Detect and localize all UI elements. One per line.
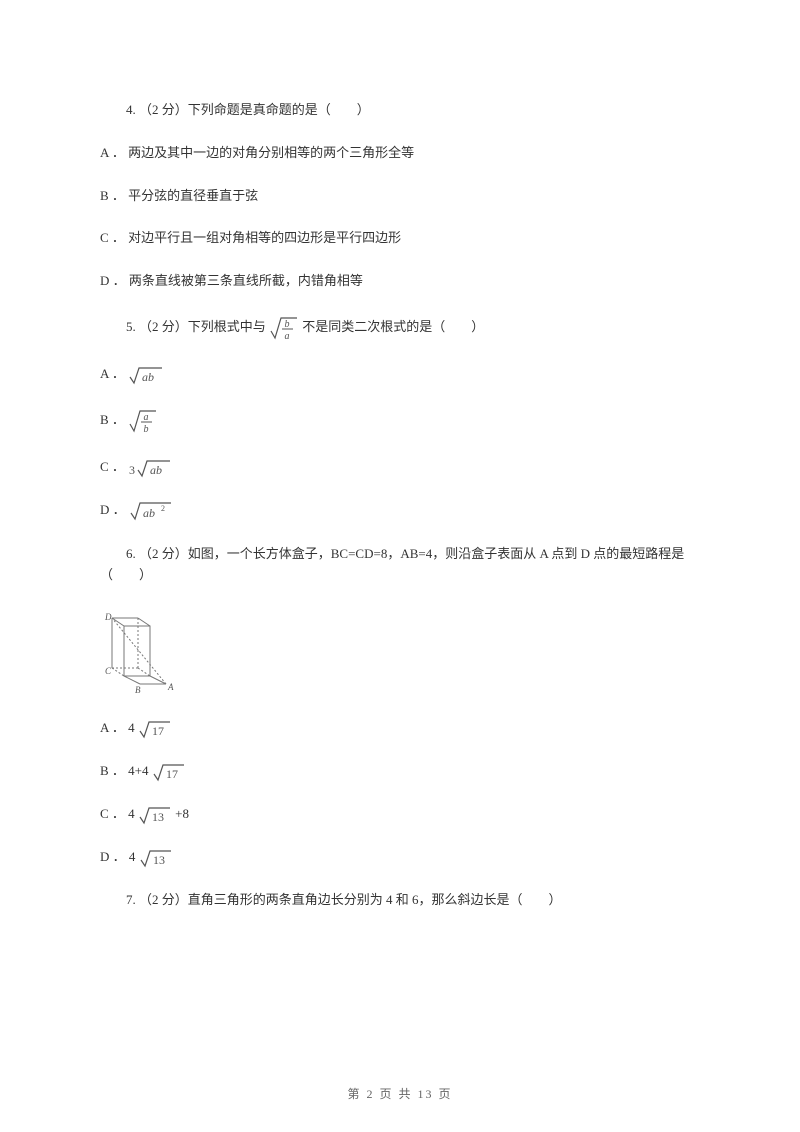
- q4-option-a: A ． 两边及其中一边的对角分别相等的两个三角形全等: [100, 143, 700, 164]
- label-d: D: [104, 612, 112, 622]
- q6-d-pre: D ． 4: [100, 849, 139, 864]
- svg-text:3: 3: [129, 463, 135, 477]
- q6-stem: 6. （2 分）如图，一个长方体盒子，BC=CD=8，AB=4，则沿盒子表面从 …: [100, 544, 700, 586]
- q4-option-b: B ． 平分弦的直径垂直于弦: [100, 186, 700, 207]
- sqrt-ab-icon: ab: [128, 365, 164, 385]
- sqrt-a-over-b-icon: a b: [128, 407, 158, 435]
- q6-a-pre: A ． 4: [100, 720, 138, 735]
- sqrt-17-icon: 17: [138, 719, 172, 739]
- label-b: B: [135, 685, 141, 695]
- q5-stem-pre: 5. （2 分）下列根式中与: [126, 319, 269, 334]
- q4-option-c: C ． 对边平行且一组对角相等的四边形是平行四边形: [100, 228, 700, 249]
- q5-stem-post: 不是同类二次根式的是（ ）: [302, 319, 484, 334]
- cuboid-icon: D C B A: [100, 608, 180, 698]
- svg-text:13: 13: [153, 853, 165, 867]
- q6-figure: D C B A: [100, 608, 700, 698]
- svg-text:ab: ab: [143, 506, 155, 520]
- q5-b-label: B ．: [100, 412, 125, 427]
- q5-d-label: D ．: [100, 502, 126, 517]
- svg-text:13: 13: [152, 810, 164, 824]
- three-sqrt-ab-icon: 3 ab: [128, 458, 172, 478]
- q5-c-label: C ．: [100, 459, 125, 474]
- sqrt-17-icon: 17: [152, 762, 186, 782]
- sqrt-13-icon: 13: [138, 805, 172, 825]
- q6-c-pre: C ． 4: [100, 806, 138, 821]
- q5-stem: 5. （2 分）下列根式中与 b a 不是同类二次根式的是（ ）: [100, 314, 700, 342]
- label-c: C: [105, 666, 112, 676]
- svg-text:17: 17: [166, 767, 178, 781]
- sqrt-13-icon: 13: [139, 848, 173, 868]
- q6-option-d: D ． 4 13: [100, 847, 700, 868]
- sqrt-ab-squared-icon: ab 2: [129, 500, 173, 522]
- sqrt-b-over-a-icon: b a: [269, 314, 299, 342]
- svg-text:2: 2: [161, 504, 165, 513]
- q4-stem: 4. （2 分）下列命题是真命题的是（ ）: [100, 100, 700, 121]
- page-footer: 第 2 页 共 13 页: [0, 1085, 800, 1102]
- svg-text:a: a: [144, 412, 149, 423]
- q7-stem: 7. （2 分）直角三角形的两条直角边长分别为 4 和 6，那么斜边长是（ ）: [100, 890, 700, 911]
- q6-c-post: +8: [175, 806, 189, 821]
- svg-text:ab: ab: [142, 370, 154, 384]
- q5-a-label: A ．: [100, 366, 125, 381]
- q5-option-c: C ． 3 ab: [100, 457, 700, 478]
- q5-option-d: D ． ab 2: [100, 500, 700, 522]
- svg-text:b: b: [144, 424, 149, 435]
- q6-b-pre: B ． 4+4: [100, 763, 152, 778]
- label-a: A: [167, 682, 174, 692]
- svg-text:17: 17: [152, 724, 164, 738]
- q5-option-a: A ． ab: [100, 364, 700, 385]
- q4-option-d: D ． 两条直线被第三条直线所截，内错角相等: [100, 271, 700, 292]
- q6-option-b: B ． 4+4 17: [100, 761, 700, 782]
- q6-option-a: A ． 4 17: [100, 718, 700, 739]
- q5-option-b: B ． a b: [100, 407, 700, 435]
- svg-text:a: a: [285, 331, 290, 342]
- svg-text:b: b: [285, 319, 290, 330]
- q6-option-c: C ． 4 13 +8: [100, 804, 700, 825]
- svg-text:ab: ab: [150, 463, 162, 477]
